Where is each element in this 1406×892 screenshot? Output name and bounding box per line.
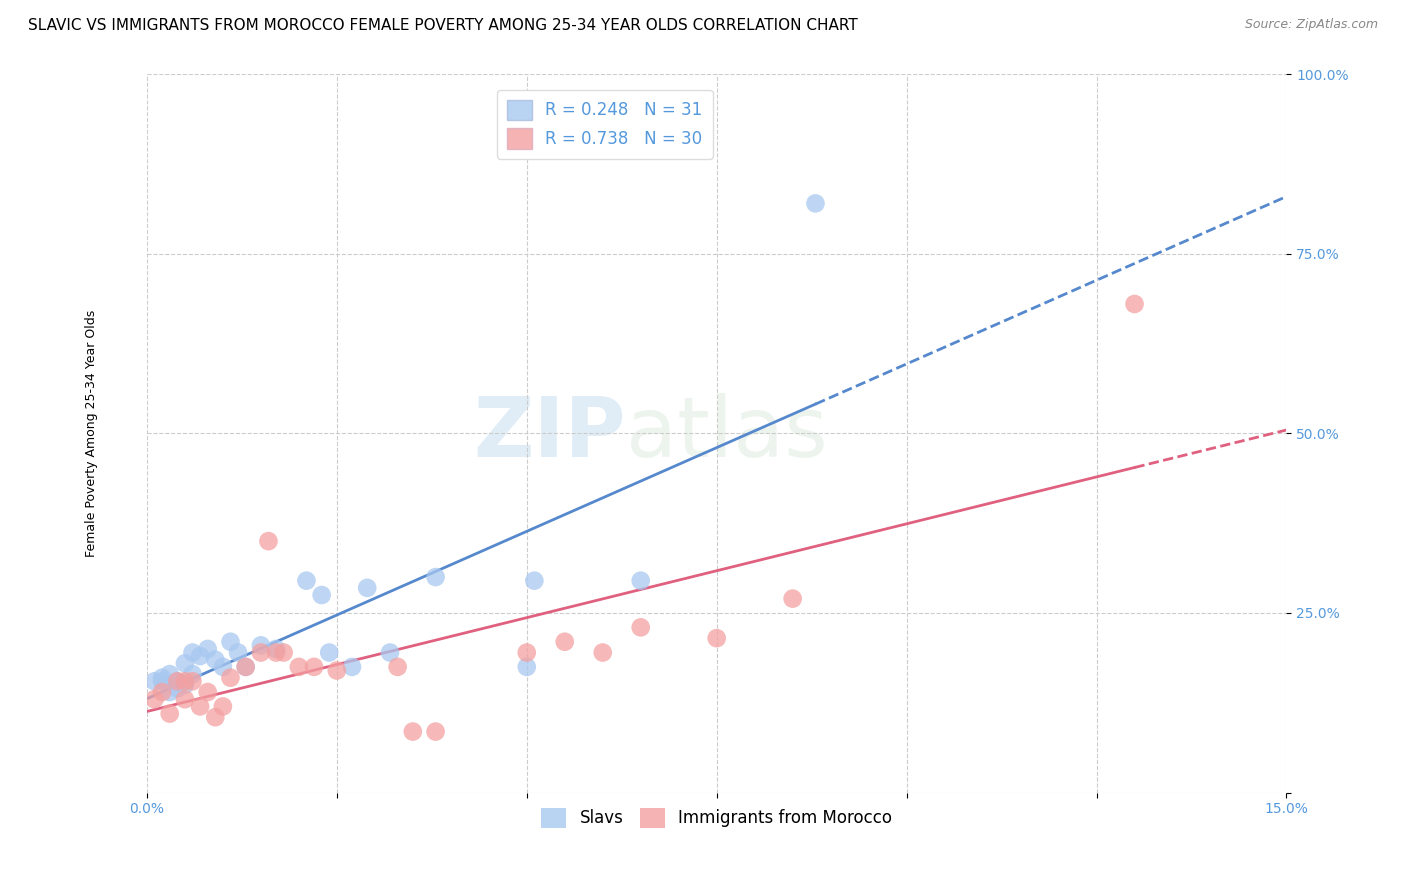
Point: [181, 674, 204, 689]
Point: [288, 660, 311, 674]
Point: [143, 674, 166, 689]
Point: [318, 646, 340, 660]
Point: [159, 685, 181, 699]
Point: [204, 653, 226, 667]
Point: [188, 649, 211, 664]
Point: [166, 674, 188, 689]
Point: [150, 685, 173, 699]
Point: [219, 634, 242, 648]
Point: [197, 641, 219, 656]
Point: [326, 664, 349, 678]
Point: [295, 574, 318, 588]
Point: [425, 570, 447, 584]
Legend: Slavs, Immigrants from Morocco: Slavs, Immigrants from Morocco: [534, 801, 898, 835]
Point: [592, 646, 614, 660]
Point: [804, 196, 827, 211]
Point: [174, 678, 197, 692]
Point: [166, 681, 188, 696]
Point: [706, 631, 728, 645]
Point: [387, 660, 409, 674]
Point: [212, 699, 235, 714]
Point: [150, 671, 173, 685]
Text: SLAVIC VS IMMIGRANTS FROM MOROCCO FEMALE POVERTY AMONG 25-34 YEAR OLDS CORRELATI: SLAVIC VS IMMIGRANTS FROM MOROCCO FEMALE…: [28, 18, 858, 33]
Y-axis label: Female Poverty Among 25-34 Year Olds: Female Poverty Among 25-34 Year Olds: [86, 310, 98, 557]
Point: [630, 620, 652, 634]
Point: [143, 692, 166, 706]
Point: [204, 710, 226, 724]
Point: [630, 574, 652, 588]
Point: [150, 674, 173, 689]
Point: [219, 671, 242, 685]
Text: atlas: atlas: [626, 392, 827, 474]
Point: [181, 667, 204, 681]
Point: [226, 646, 249, 660]
Point: [235, 660, 257, 674]
Point: [554, 634, 576, 648]
Point: [402, 724, 425, 739]
Text: ZIP: ZIP: [472, 392, 626, 474]
Point: [311, 588, 333, 602]
Point: [425, 724, 447, 739]
Point: [212, 660, 235, 674]
Point: [250, 646, 273, 660]
Point: [1123, 297, 1146, 311]
Point: [516, 660, 538, 674]
Point: [523, 574, 546, 588]
Point: [250, 638, 273, 652]
Point: [782, 591, 804, 606]
Point: [166, 674, 188, 689]
Point: [273, 646, 295, 660]
Point: [340, 660, 363, 674]
Point: [174, 674, 197, 689]
Point: [159, 706, 181, 721]
Point: [257, 534, 280, 549]
Point: [235, 660, 257, 674]
Point: [356, 581, 378, 595]
Point: [264, 646, 287, 660]
Point: [516, 646, 538, 660]
Point: [378, 646, 401, 660]
Point: [159, 667, 181, 681]
Point: [181, 646, 204, 660]
Point: [188, 699, 211, 714]
Point: [174, 692, 197, 706]
Text: Source: ZipAtlas.com: Source: ZipAtlas.com: [1244, 18, 1378, 31]
Point: [174, 657, 197, 671]
Point: [302, 660, 325, 674]
Point: [197, 685, 219, 699]
Point: [264, 641, 287, 656]
